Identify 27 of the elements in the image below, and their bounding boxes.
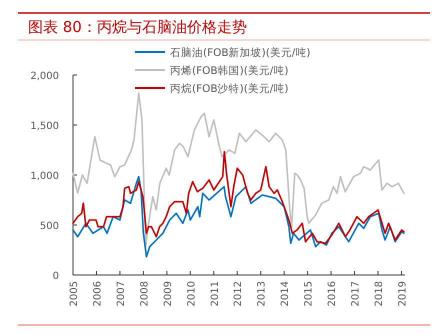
x-tick-label: 2019 <box>397 281 408 306</box>
x-tick-label: 2016 <box>327 281 338 306</box>
x-tick-label: 2008 <box>139 281 150 306</box>
y-tick-label: 500 <box>40 221 59 232</box>
x-tick-label: 2012 <box>233 281 244 306</box>
y-tick-label: 1,500 <box>30 121 59 132</box>
legend-label: 石脑油(FOB新加坡)(美元/吨) <box>170 46 310 59</box>
x-tick-label: 2013 <box>256 281 268 306</box>
line-series <box>72 176 405 258</box>
line-series <box>72 150 405 244</box>
x-tick-label: 2005 <box>69 281 80 306</box>
x-tick-label: 2010 <box>186 281 198 306</box>
x-tick-label: 2017 <box>350 281 362 306</box>
legend-label: 丙烯(FOB韩国)(美元/吨) <box>170 64 288 77</box>
y-tick-label: 1,000 <box>30 171 59 182</box>
line-series <box>72 92 405 248</box>
chart-title: 图表 80：丙烷与石脑油价格走势 <box>28 18 247 36</box>
x-tick-label: 2007 <box>116 281 127 306</box>
y-tick-label: 0 <box>52 271 59 282</box>
x-tick-label: 2015 <box>304 281 315 306</box>
x-tick-label: 2011 <box>210 281 221 306</box>
x-tick-label: 2018 <box>374 281 386 306</box>
x-tick-label: 2014 <box>280 281 292 306</box>
x-tick-label: 2009 <box>162 281 174 306</box>
x-tick-label: 2006 <box>92 281 104 306</box>
legend-label: 丙烷(FOB沙特)(美元/吨) <box>170 82 288 95</box>
y-tick-label: 2,000 <box>30 71 59 82</box>
